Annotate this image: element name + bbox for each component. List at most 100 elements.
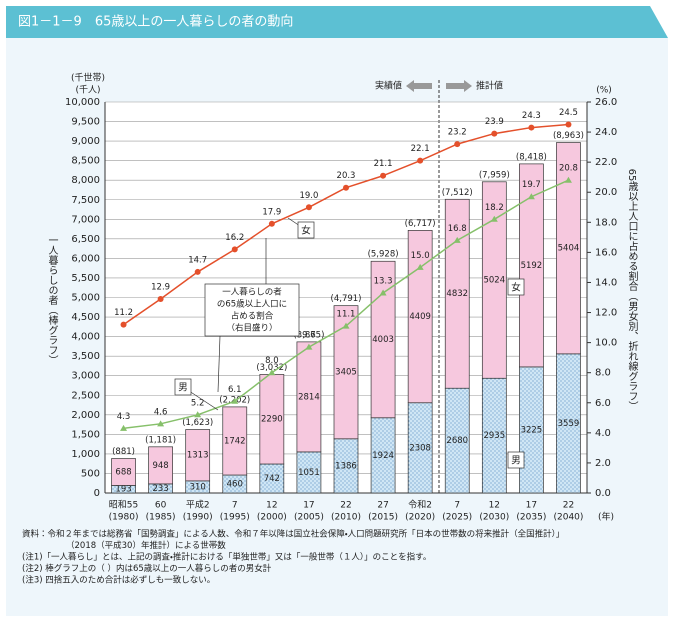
series-label: 女 [511,282,521,294]
callout-text: の65歳以上人口に [217,299,287,310]
total-label: (7,512) [442,188,473,198]
bar-segment [296,341,322,453]
note: 資料：令和２年までは総務省「国勢調査」による人数、令和７年以降は国立社会保障・人… [22,529,564,540]
x-unit: (年) [598,511,614,523]
y-tick-label: 10,000 [65,97,100,108]
y-tick-label: 6,000 [71,253,100,264]
y-tick-label: 7,500 [71,195,100,206]
total-label: (4,791) [331,294,362,304]
bar-segment [407,402,433,494]
arrow-right [446,80,472,92]
callout-box [204,283,300,337]
bar-value-label: 742 [264,474,280,484]
y-tick-label: 2,000 [71,410,100,421]
series-label: 男 [511,456,521,467]
y-tick-label: 1,000 [71,449,100,460]
y-tick-label: 2,500 [71,390,100,401]
bar-value-label: 1742 [224,436,246,446]
point-label: 11.2 [114,308,133,318]
point-label: 19.7 [522,180,541,190]
point [342,322,350,329]
point-label: 22.1 [411,144,430,154]
point-label: 15.0 [411,251,430,261]
series-label: 女 [301,225,311,237]
bar-segment [519,366,544,494]
bar-segment [185,429,211,482]
y-tick-label: 4,000 [71,332,100,343]
point [157,296,164,303]
bar-value-label: 4409 [409,312,431,322]
point [564,176,572,183]
point [417,157,424,164]
projected-label: 推計値 [476,80,503,92]
point [305,343,313,350]
bar-value-label: 1313 [187,451,209,461]
x-tick-year: (2035) [516,513,546,523]
total-label: (5,928) [368,250,399,260]
point [379,289,387,296]
y2-tick-label: 16.0 [595,247,617,258]
y-tick-label: 5,500 [71,273,100,284]
point-label: 6.1 [228,385,242,395]
point [157,420,165,427]
y-tick-label: 3,000 [71,371,100,382]
point [565,121,572,128]
x-tick-label: 22 [563,501,574,511]
bar-value-label: 5404 [558,244,580,254]
x-tick-year: (2000) [257,513,287,523]
y-unit: (千世帯) [71,72,105,84]
chart-title: 図1－1－9 65歳以上の一人暮らしの者の動向 [18,14,293,30]
bar-segment [407,230,433,404]
total-label: (3,865) [293,330,324,340]
x-tick-year: (2025) [442,513,472,523]
y-tick-label: 5,000 [71,293,100,304]
total-label: (3,032) [256,363,287,373]
bar-value-label: 460 [227,480,243,490]
total-label: (6,717) [405,219,436,229]
x-tick-label: 22 [340,501,351,511]
bar-segment [370,417,396,494]
bar-segment [148,446,173,485]
note: （2018（平成30）年推計）による世帯数 [66,540,226,551]
total-label: (881) [112,447,135,457]
point [194,411,202,418]
bar-value-label: 2308 [409,443,431,453]
x-tick-year: (2030) [479,513,509,523]
x-tick-label: 12 [489,501,500,511]
total-label: (8,963) [553,131,584,141]
bar-value-label: 2935 [483,431,505,441]
point [268,369,276,376]
bar-value-label: 688 [115,468,131,478]
point [454,141,461,148]
y-tick-label: 8,500 [71,156,100,167]
note: (注1)「一人暮らし」とは、上記の調査・推計における「単独世帯」又は「一般世帯（… [22,552,431,563]
point [231,397,239,404]
y2-tick-label: 18.0 [595,217,617,228]
point-label: 20.8 [559,164,578,174]
y2-tick-label: 26.0 [595,97,617,108]
point-label: 23.9 [485,117,504,127]
x-tick-year: (2040) [553,513,583,523]
callout-text: 一人暮らしの者 [222,287,282,298]
point-label: 8.0 [265,356,279,366]
point-label: 18.2 [485,203,504,213]
bar-value-label: 1386 [335,461,357,471]
x-tick-year: (2015) [368,513,398,523]
point [416,263,424,270]
callout-text: 占める割合 [231,311,274,322]
y-tick-label: 500 [81,468,100,479]
point [380,172,387,179]
bar-value-label: 948 [152,461,168,471]
x-tick-year: (2005) [294,513,324,523]
y2-tick-label: 0.0 [595,488,611,499]
y-tick-label: 6,500 [71,234,100,245]
bar-segment [444,387,470,494]
point [343,184,349,191]
total-label: (1,623) [182,418,213,428]
point-label: 11.1 [337,310,356,320]
y-tick-label: 9,000 [71,136,100,147]
bar-segment [444,198,470,389]
actual-label: 実績値 [375,80,402,92]
point-label: 16.2 [225,233,244,243]
point-label: 4.6 [154,407,168,417]
